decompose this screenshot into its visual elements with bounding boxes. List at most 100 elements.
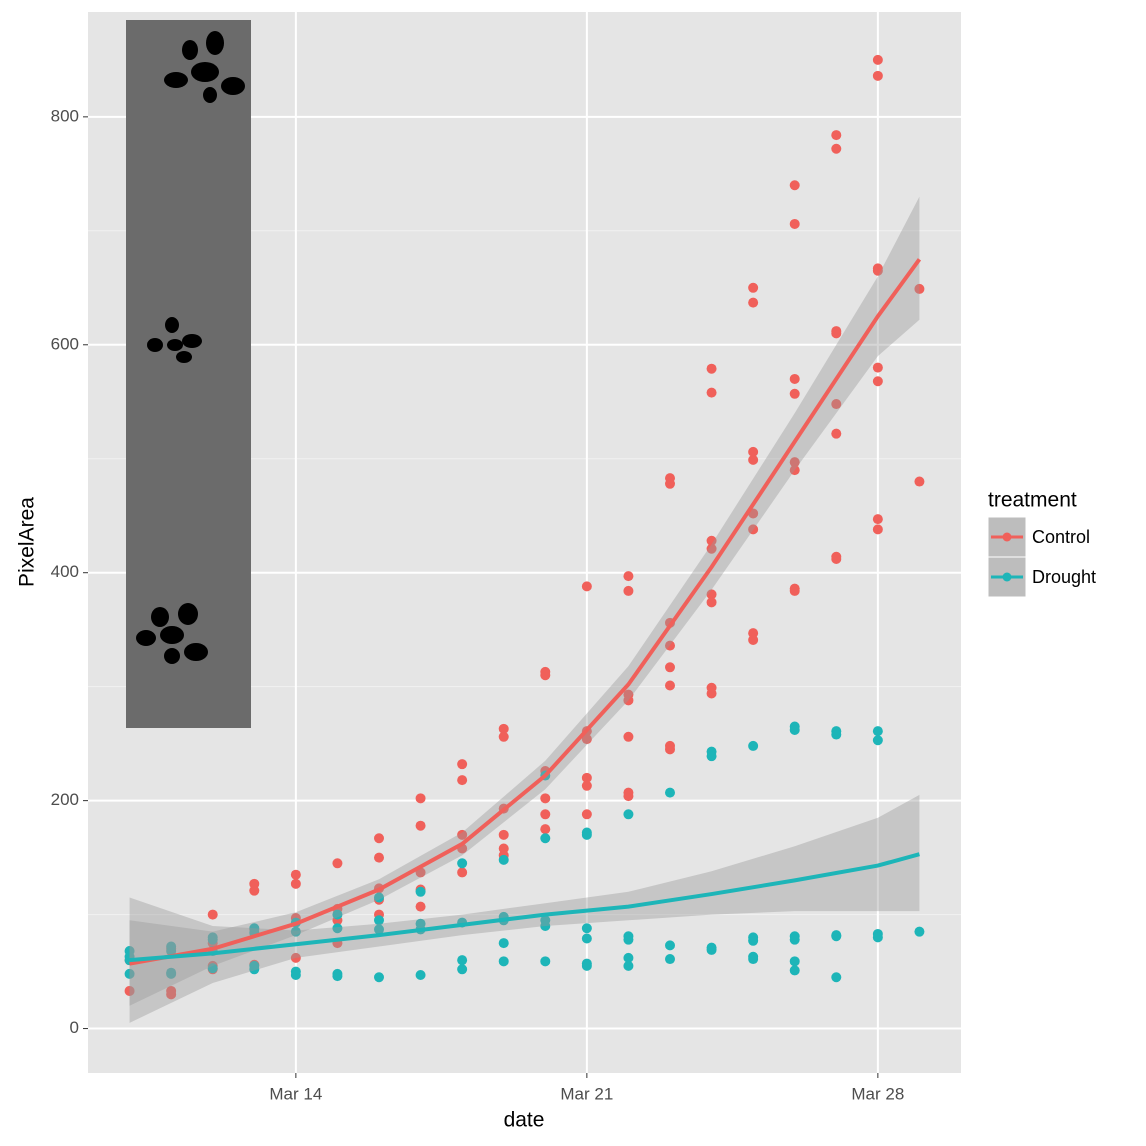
point <box>748 634 759 645</box>
point <box>789 585 800 596</box>
point <box>831 328 842 339</box>
point <box>665 640 675 651</box>
point <box>748 524 759 535</box>
point <box>706 363 717 374</box>
point <box>498 843 509 854</box>
point <box>872 735 883 746</box>
point <box>789 934 800 945</box>
point <box>374 892 384 903</box>
point <box>706 543 717 554</box>
point <box>872 54 883 65</box>
point <box>207 934 218 945</box>
point <box>623 934 634 945</box>
point <box>581 772 592 783</box>
point <box>457 775 468 786</box>
point <box>623 585 634 596</box>
point <box>914 926 925 937</box>
point <box>374 924 384 935</box>
point <box>623 960 634 971</box>
point <box>748 935 759 946</box>
point <box>207 909 218 920</box>
point <box>748 740 759 751</box>
point <box>706 589 717 600</box>
point <box>457 759 468 770</box>
point <box>457 964 468 975</box>
legend-dot <box>1002 532 1012 542</box>
y-axis-title: PixelArea <box>16 497 39 587</box>
point <box>914 476 925 487</box>
x-tick-label: Mar 28 <box>851 1084 904 1103</box>
point <box>831 399 842 410</box>
point <box>374 972 384 983</box>
point <box>831 972 842 983</box>
y-tick-label: 200 <box>51 790 79 809</box>
point <box>374 852 384 863</box>
point <box>665 954 675 965</box>
point <box>207 963 218 974</box>
point <box>249 878 260 889</box>
point <box>706 751 717 762</box>
point <box>457 955 468 966</box>
point <box>872 376 883 387</box>
point <box>872 726 883 737</box>
x-tick-label: Mar 21 <box>560 1084 613 1103</box>
point <box>540 793 551 804</box>
point <box>623 809 634 820</box>
point <box>872 362 883 373</box>
point <box>831 428 842 439</box>
point <box>831 729 842 740</box>
point <box>748 282 759 293</box>
point <box>498 723 509 734</box>
point <box>623 571 634 582</box>
point <box>581 581 592 592</box>
point <box>498 731 509 742</box>
point <box>872 932 883 943</box>
point <box>706 535 717 546</box>
point <box>498 956 509 967</box>
point <box>748 954 759 965</box>
point <box>914 283 925 294</box>
point <box>415 820 426 831</box>
point <box>540 824 551 835</box>
point <box>789 965 800 976</box>
point <box>166 985 177 996</box>
point <box>665 787 675 798</box>
point <box>124 968 135 979</box>
point <box>249 885 260 896</box>
point <box>623 791 634 802</box>
point <box>748 297 759 308</box>
point <box>748 446 759 457</box>
point <box>623 695 634 706</box>
point <box>332 909 343 920</box>
point <box>872 70 883 81</box>
point <box>872 514 883 525</box>
point <box>872 524 883 535</box>
plant-image <box>126 20 251 728</box>
point <box>498 854 509 865</box>
point <box>872 265 883 276</box>
point <box>581 829 592 840</box>
point <box>332 858 343 869</box>
point <box>706 387 717 398</box>
point <box>540 670 551 681</box>
point <box>665 744 675 755</box>
point <box>581 933 592 944</box>
point <box>457 858 468 869</box>
point <box>415 793 426 804</box>
point <box>540 920 551 931</box>
point <box>789 465 800 476</box>
smooth-line <box>129 852 920 963</box>
point <box>789 388 800 399</box>
point <box>581 780 592 791</box>
point <box>290 869 301 880</box>
point <box>332 971 343 982</box>
y-tick-label: 800 <box>51 106 79 125</box>
point <box>290 926 301 937</box>
point <box>540 956 551 967</box>
x-tick-label: Mar 14 <box>269 1084 322 1103</box>
point <box>789 457 800 468</box>
point <box>374 833 384 844</box>
y-tick-label: 600 <box>51 334 79 353</box>
point <box>581 923 592 934</box>
